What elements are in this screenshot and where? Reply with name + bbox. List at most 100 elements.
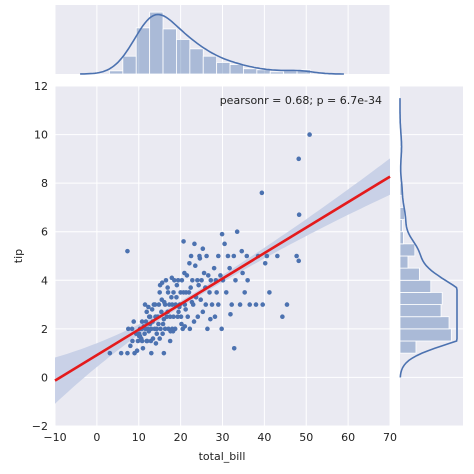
scatter-point [167, 338, 173, 344]
scatter-point [296, 156, 302, 162]
scatter-point [216, 302, 221, 307]
scatter-point [197, 256, 203, 261]
scatter-point [185, 314, 191, 320]
scatter-point [157, 336, 162, 341]
x-tick-label: 60 [341, 431, 355, 444]
scatter-point [164, 314, 170, 320]
scatter-point [307, 132, 312, 137]
histogram-bar [399, 279, 432, 293]
scatter-point [154, 326, 160, 332]
scatter-point [139, 338, 145, 344]
marginal-x-panel [54, 5, 391, 75]
scatter-point [158, 326, 163, 332]
scatter-point [207, 290, 212, 295]
scatter-point [157, 290, 162, 295]
scatter-point [198, 297, 204, 303]
joint-panel: pearsonr = 0.68; p = 6.7e-34 [54, 85, 391, 427]
scatter-point [284, 302, 290, 307]
scatter-point [228, 311, 233, 317]
scatter-point [179, 277, 185, 283]
x-tick-labels: −10 0 10 20 30 40 50 60 70 [43, 431, 397, 444]
scatter-point [118, 350, 124, 356]
scatter-point [229, 302, 235, 307]
scatter-point [195, 314, 201, 320]
scatter-point [222, 241, 227, 247]
x-tick-label: 20 [174, 431, 188, 444]
scatter-point [196, 282, 201, 288]
scatter-point [296, 212, 302, 218]
scatter-point [159, 280, 165, 286]
scatter-point [134, 348, 140, 354]
x-tick-label: 70 [383, 431, 397, 444]
scatter-point [280, 314, 285, 320]
scatter-point [203, 302, 209, 307]
scatter-point [181, 239, 186, 244]
scatter-point [190, 277, 195, 283]
scatter-point [107, 350, 113, 356]
scatter-point [129, 326, 135, 332]
scatter-point [147, 314, 153, 320]
y-tick-label: −2 [32, 420, 48, 433]
scatter-point [176, 309, 181, 315]
histogram-bar [243, 68, 258, 75]
y-tick-label: 8 [41, 177, 48, 190]
scatter-point [187, 260, 192, 266]
scatter-point [149, 307, 155, 312]
scatter-point [245, 277, 250, 283]
histogram-bar [269, 71, 285, 75]
scatter-point [171, 314, 176, 320]
histogram-bar [122, 55, 137, 75]
scatter-point [186, 290, 192, 295]
scatter-point [169, 275, 175, 281]
scatter-point [159, 309, 164, 315]
scatter-point [169, 302, 175, 307]
scatter-point [231, 345, 237, 351]
scatter-point [218, 273, 223, 278]
histogram-bar [399, 316, 450, 330]
scatter-point [200, 246, 206, 252]
scatter-point [239, 248, 245, 254]
histogram-bar [176, 39, 191, 75]
y-tick-label: 4 [41, 274, 48, 287]
histogram-bar [399, 292, 443, 305]
scatter-point [205, 326, 210, 332]
scatter-point [216, 253, 221, 259]
histogram-bar [283, 70, 298, 75]
x-tick-label: 40 [257, 431, 271, 444]
scatter-point [188, 253, 194, 259]
scatter-point [244, 253, 250, 259]
scatter-point [175, 314, 180, 320]
scatter-point [125, 326, 131, 332]
scatter-point [234, 229, 240, 235]
scatter-point [149, 326, 154, 332]
scatter-point [139, 319, 145, 324]
histogram-bar [399, 340, 417, 354]
scatter-point [192, 241, 197, 247]
scatter-point [264, 253, 270, 259]
scatter-point [174, 282, 180, 288]
marginal-x-kde-curve [80, 13, 344, 75]
scatter-point [162, 326, 168, 332]
scatter-point [156, 302, 162, 307]
scatter-point [219, 326, 224, 332]
marginal-x-histogram [109, 11, 311, 75]
scatter-point [294, 253, 299, 259]
scatter-point [233, 277, 238, 283]
scatter-point [267, 290, 272, 295]
scatter-point [296, 258, 302, 264]
scatter-point [201, 270, 207, 276]
histogram-bar [216, 62, 231, 75]
scatter-point [192, 263, 198, 269]
scatter-point [231, 253, 237, 259]
scatter-point [242, 290, 247, 295]
x-tick-label: 50 [299, 431, 313, 444]
scatter-point [259, 190, 265, 196]
histogram-bar [399, 267, 420, 281]
scatter-point [131, 319, 137, 324]
y-tick-labels: −2 0 2 4 6 8 10 12 [32, 80, 48, 433]
histogram-bar [149, 11, 164, 75]
histogram-bar [109, 70, 124, 75]
scatter-point [163, 277, 169, 283]
scatter-point [171, 290, 176, 295]
scatter-point [146, 304, 151, 310]
